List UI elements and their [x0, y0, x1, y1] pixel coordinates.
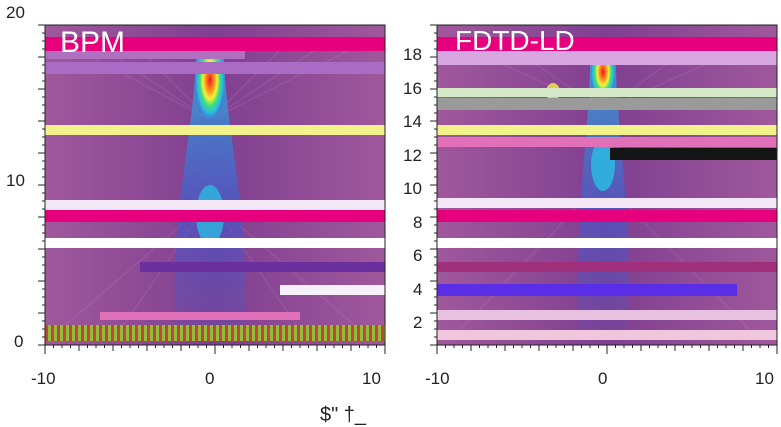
fdtd-y-tick-labels: 2 4 6 8 10 12 14 16 18 — [403, 45, 422, 332]
bpm-x-tick-labels: -10 0 10 — [31, 369, 381, 388]
fdtd-y-tick-label: 16 — [403, 79, 422, 98]
fdtd-x-tick-labels: -10 0 10 — [425, 369, 774, 388]
bpm-ticks — [38, 24, 386, 354]
fdtd-title: FDTD-LD — [455, 25, 575, 56]
fdtd-y-tick-label: 4 — [413, 280, 422, 299]
bpm-x-tick-label: 0 — [205, 369, 214, 388]
bpm-x-tick-label: -10 — [31, 369, 56, 388]
bpm-y-tick-labels: 0 10 20 — [6, 3, 25, 351]
bpm-panel: BPM 0 10 20 -10 0 10 — [6, 3, 386, 388]
x-axis-label: $" †_ — [320, 404, 367, 426]
fdtd-y-tick-label: 14 — [403, 112, 422, 131]
fdtd-x-tick-label: 10 — [755, 369, 774, 388]
bpm-y-tick-label: 20 — [6, 3, 25, 22]
bpm-y-tick-label: 0 — [14, 332, 23, 351]
fdtd-y-tick-label: 10 — [403, 179, 422, 198]
fdtd-y-tick-label: 8 — [413, 213, 422, 232]
fdtd-y-tick-label: 18 — [403, 45, 422, 64]
fdtd-y-tick-label: 12 — [403, 146, 422, 165]
fdtd-y-tick-label: 6 — [413, 246, 422, 265]
bpm-glitch-bands — [45, 37, 385, 341]
fdtd-ticks — [430, 24, 778, 354]
fdtd-glitch-bands — [437, 37, 777, 340]
fdtd-panel: FDTD-LD 2 4 6 8 10 12 14 16 18 -10 0 10 — [403, 24, 778, 388]
fdtd-y-tick-label: 2 — [413, 313, 422, 332]
bpm-x-tick-label: 10 — [362, 369, 381, 388]
fdtd-beam-waist — [591, 139, 615, 191]
fdtd-x-tick-label: 0 — [598, 369, 607, 388]
bpm-title: BPM — [60, 26, 125, 59]
bpm-y-tick-label: 10 — [6, 171, 25, 190]
fdtd-x-tick-label: -10 — [425, 369, 450, 388]
